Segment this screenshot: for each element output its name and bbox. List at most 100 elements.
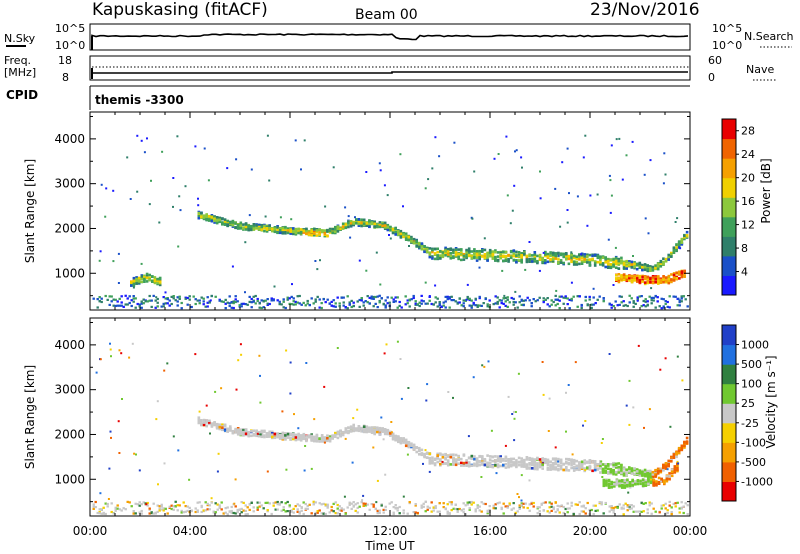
data-cell — [406, 512, 409, 515]
data-cell — [650, 512, 653, 515]
data-cell — [384, 299, 387, 302]
data-cell — [460, 464, 463, 467]
data-cell — [168, 304, 171, 307]
data-cell — [686, 305, 689, 308]
data-cell — [557, 468, 560, 472]
data-cell — [365, 224, 369, 227]
data-cell — [342, 301, 345, 304]
noise-cell — [344, 206, 347, 209]
data-cell — [100, 508, 103, 511]
noise-cell — [300, 168, 302, 171]
data-cell — [591, 460, 594, 464]
colorbar-band — [722, 383, 736, 404]
data-cell — [484, 502, 487, 506]
data-cell — [525, 458, 529, 461]
data-cell — [662, 278, 665, 282]
power-ylabel: Slant Range [km] — [23, 159, 37, 263]
noise-cell — [207, 179, 210, 182]
data-cell — [132, 282, 136, 286]
data-cell — [633, 472, 636, 476]
data-cell — [488, 465, 492, 468]
data-cell — [148, 294, 151, 298]
data-cell — [643, 281, 647, 284]
data-cell — [298, 512, 301, 515]
data-cell — [423, 454, 426, 458]
data-cell — [565, 254, 568, 258]
data-cell — [631, 479, 634, 482]
data-cell — [596, 298, 599, 301]
data-cell — [338, 302, 341, 305]
noise-cell — [220, 387, 223, 390]
data-cell — [221, 427, 224, 431]
data-cell — [504, 254, 508, 258]
data-cell — [310, 297, 313, 300]
data-cell — [373, 426, 376, 429]
noise-cell — [176, 135, 179, 138]
data-cell — [215, 423, 219, 426]
data-cell — [672, 275, 676, 278]
data-cell — [622, 470, 626, 473]
data-cell — [462, 258, 466, 261]
data-cell — [302, 435, 306, 439]
data-cell — [244, 513, 247, 516]
data-cell — [357, 427, 361, 430]
data-cell — [365, 425, 369, 428]
data-cell — [499, 464, 502, 468]
data-cell — [296, 295, 299, 298]
power-colorbar-label: Power [dB] — [759, 158, 773, 223]
data-cell — [457, 248, 460, 251]
data-cell — [667, 279, 671, 282]
data-cell — [330, 509, 333, 512]
data-cell — [289, 230, 292, 233]
data-cell — [350, 305, 353, 309]
data-cell — [578, 466, 581, 470]
data-cell — [264, 299, 267, 302]
data-cell — [594, 302, 597, 305]
noise-cell — [520, 474, 523, 477]
noise-cell — [390, 431, 393, 434]
data-cell — [214, 502, 217, 505]
data-cell — [271, 433, 274, 437]
data-cell — [494, 455, 497, 458]
data-cell — [522, 502, 525, 505]
data-cell — [572, 254, 576, 258]
data-cell — [114, 298, 117, 301]
noise-cell — [520, 156, 523, 159]
data-cell — [140, 302, 143, 305]
data-cell — [656, 468, 660, 471]
data-cell — [352, 423, 355, 427]
data-cell — [366, 503, 369, 506]
data-cell — [614, 470, 618, 474]
data-cell — [234, 427, 237, 431]
data-cell — [197, 416, 201, 420]
data-cell — [580, 463, 584, 467]
data-cell — [299, 231, 303, 235]
data-cell — [615, 278, 618, 282]
data-cell — [202, 509, 205, 512]
data-cell — [570, 501, 573, 504]
data-cell — [565, 457, 568, 461]
data-cell — [289, 432, 292, 436]
data-cell — [583, 459, 586, 462]
data-cell — [504, 257, 508, 261]
data-cell — [240, 501, 243, 504]
data-cell — [418, 446, 421, 450]
data-cell — [512, 259, 516, 262]
data-cell — [336, 230, 340, 233]
data-cell — [586, 254, 589, 258]
data-cell — [465, 463, 468, 467]
data-cell — [635, 267, 639, 271]
data-cell — [430, 510, 433, 513]
colorbar-tick-label: 16 — [741, 195, 755, 208]
data-cell — [605, 482, 608, 485]
data-cell — [194, 507, 197, 510]
data-cell — [557, 464, 560, 468]
data-cell — [349, 429, 353, 433]
data-cell — [436, 510, 439, 513]
data-cell — [376, 306, 379, 309]
data-cell — [202, 303, 205, 306]
y-tick-label: 4000 — [54, 338, 85, 352]
noise-cell — [158, 221, 161, 224]
data-cell — [294, 300, 297, 303]
data-cell — [580, 257, 584, 260]
